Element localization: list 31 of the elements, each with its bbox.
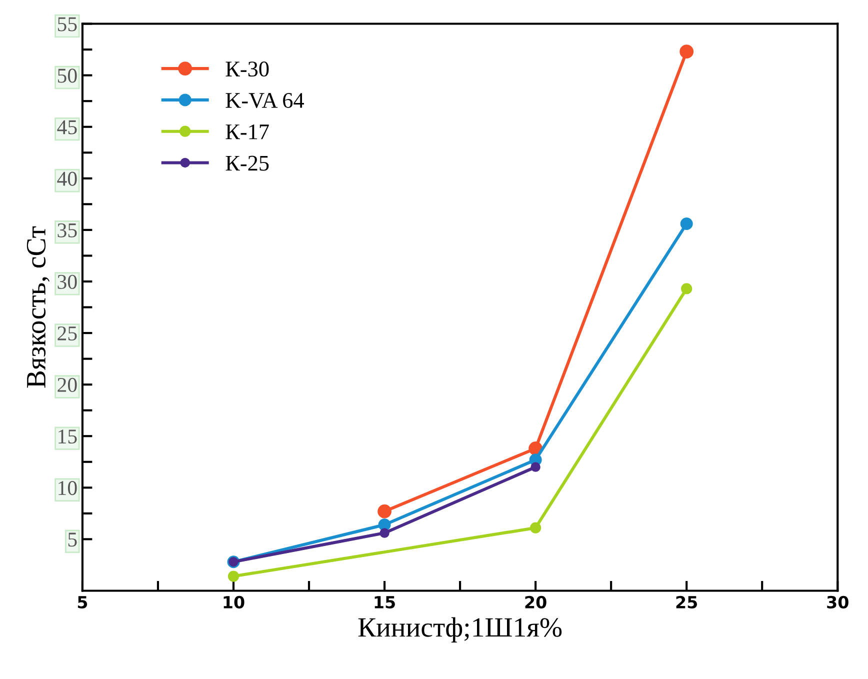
x-axis-title: Кинистф;1Ш1я% [358, 617, 562, 642]
point [681, 283, 692, 294]
legend-label: К-25 [226, 156, 269, 171]
y-tick-label: 50 [58, 68, 77, 83]
x-tick-label: 30 [827, 596, 848, 608]
y-tick-label: 30 [58, 274, 77, 289]
y-tick-label: 5 [68, 532, 77, 547]
x-tick-label: 20 [525, 596, 546, 608]
point [380, 528, 390, 538]
y-tick-label: 35 [58, 223, 77, 238]
point [378, 504, 392, 518]
point [228, 570, 240, 582]
legend-label: К-30 [226, 62, 269, 77]
x-tick-label: 10 [224, 596, 244, 608]
point [680, 44, 694, 59]
y-tick-label: 25 [58, 326, 77, 340]
x-tick-label: 15 [374, 596, 395, 608]
y-axis-title: Вязкость, сСт [26, 226, 50, 388]
point [680, 218, 693, 230]
y-tick-label: 15 [58, 430, 77, 444]
y-tick-label: 20 [58, 378, 77, 392]
point [530, 462, 540, 472]
point [530, 522, 542, 534]
y-tick-label: 45 [57, 120, 77, 134]
x-tick-label: 5 [78, 596, 88, 608]
y-tick-label: 40 [57, 172, 77, 186]
y-tick-label: 55 [58, 17, 77, 32]
y-tick-label: 10 [58, 481, 77, 496]
legend-label: К-17 [226, 124, 269, 140]
x-tick-label: 25 [676, 596, 698, 608]
legend-label: K-VA 64 [226, 93, 304, 108]
